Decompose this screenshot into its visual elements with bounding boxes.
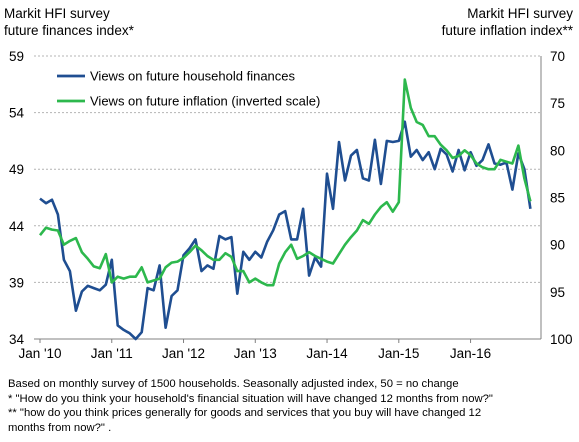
- left-axis-title: Markit HFI survey future finances index*: [4, 5, 134, 39]
- footnotes: Based on monthly survey of 1500 househol…: [8, 377, 493, 435]
- right-tick-label: 85: [550, 191, 565, 206]
- right-axis-title-line-2: future inflation index**: [441, 23, 573, 38]
- left-tick-label: 54: [9, 106, 25, 121]
- x-tick-label: Jan-15: [378, 346, 419, 361]
- series-line-future-inflation: [38, 78, 532, 287]
- legend-label: Views on future household finances: [90, 69, 296, 84]
- right-tick-label: 90: [550, 238, 565, 253]
- right-tick-label: 75: [550, 96, 565, 111]
- x-tick-label: Jan-16: [450, 346, 491, 361]
- x-tick-label: Jan '12: [162, 346, 205, 361]
- left-tick-label: 44: [9, 219, 25, 234]
- left-axis-title-line-1: Markit HFI survey: [4, 6, 110, 21]
- footnote-4: months from now?" .: [8, 421, 112, 434]
- right-axis-title-line-1: Markit HFI survey: [467, 6, 573, 21]
- left-tick-label: 34: [9, 332, 25, 347]
- series-lines: [38, 78, 532, 341]
- x-tick-label: Jan '11: [91, 346, 133, 361]
- axes: 34 39 44 49 54 59 70 75 80 85 90 95 100 Jan '10 Jan '1…: [9, 49, 573, 361]
- right-axis-title: Markit HFI survey future inflation index…: [442, 5, 573, 39]
- legend: Views on future household finances Views …: [57, 69, 320, 109]
- footnote-2: * "How do you think your household's fin…: [8, 392, 493, 405]
- left-axis-title-line-2: future finances index*: [4, 23, 134, 38]
- x-tick-label: Jan '10: [18, 346, 61, 361]
- left-tick-label: 39: [9, 275, 24, 290]
- left-tick-label: 59: [9, 49, 24, 64]
- right-tick-label: 95: [550, 285, 565, 300]
- right-tick-label: 80: [550, 143, 565, 158]
- footnote-3: ** "how do you think prices generally fo…: [8, 407, 482, 420]
- footnote-1: Based on monthly survey of 1500 househol…: [8, 378, 459, 390]
- x-tick-label: Jan '13: [234, 346, 277, 361]
- left-tick-label: 49: [9, 162, 24, 177]
- x-tick-label: Jan-14: [306, 346, 348, 361]
- right-tick-label: 100: [550, 332, 573, 347]
- right-tick-label: 70: [550, 49, 565, 64]
- series-line-household-finances: [39, 120, 532, 341]
- legend-label: Views on future inflation (inverted scal…: [90, 94, 320, 109]
